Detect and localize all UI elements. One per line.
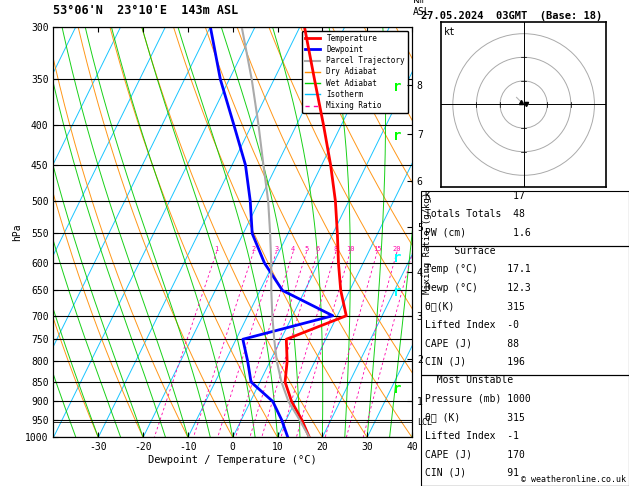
Text: CIN (J)       196: CIN (J) 196: [425, 357, 525, 367]
Text: r: r: [393, 285, 401, 298]
Text: kt: kt: [444, 27, 456, 37]
Text: 20: 20: [392, 245, 401, 252]
Text: Totals Totals  48: Totals Totals 48: [425, 209, 525, 219]
Text: r: r: [393, 251, 401, 264]
Text: 15: 15: [373, 245, 382, 252]
Text: 10: 10: [346, 245, 355, 252]
Text: r: r: [393, 129, 401, 143]
Text: 8: 8: [334, 245, 338, 252]
Text: 3: 3: [274, 245, 279, 252]
Text: CAPE (J)      170: CAPE (J) 170: [425, 449, 525, 459]
X-axis label: Dewpoint / Temperature (°C): Dewpoint / Temperature (°C): [148, 455, 317, 465]
Text: 6: 6: [316, 245, 320, 252]
Text: Mixing Ratio (g/kg): Mixing Ratio (g/kg): [423, 192, 432, 294]
Text: CIN (J)       91: CIN (J) 91: [425, 468, 518, 478]
Text: PW (cm)        1.6: PW (cm) 1.6: [425, 227, 530, 238]
Text: θᴇ(K)         315: θᴇ(K) 315: [425, 301, 525, 312]
Text: 53°06'N  23°10'E  143m ASL: 53°06'N 23°10'E 143m ASL: [53, 4, 239, 17]
Text: r: r: [393, 81, 401, 94]
Text: Lifted Index  -0: Lifted Index -0: [425, 320, 518, 330]
Text: LCL: LCL: [418, 418, 432, 427]
Text: km
ASL: km ASL: [413, 0, 431, 17]
Text: CAPE (J)      88: CAPE (J) 88: [425, 338, 518, 348]
Text: r: r: [393, 382, 401, 396]
Text: Lifted Index  -1: Lifted Index -1: [425, 431, 518, 441]
Legend: Temperature, Dewpoint, Parcel Trajectory, Dry Adiabat, Wet Adiabat, Isotherm, Mi: Temperature, Dewpoint, Parcel Trajectory…: [302, 31, 408, 113]
Text: K              17: K 17: [425, 191, 525, 201]
Text: 4: 4: [291, 245, 296, 252]
Text: Surface: Surface: [425, 246, 495, 256]
Text: 5: 5: [304, 245, 309, 252]
Text: θᴇ (K)        315: θᴇ (K) 315: [425, 412, 525, 422]
Text: Dewp (°C)     12.3: Dewp (°C) 12.3: [425, 283, 530, 293]
Text: © weatheronline.co.uk: © weatheronline.co.uk: [521, 474, 626, 484]
Text: Most Unstable: Most Unstable: [425, 375, 513, 385]
Text: 27.05.2024  03GMT  (Base: 18): 27.05.2024 03GMT (Base: 18): [421, 11, 603, 21]
Text: Temp (°C)     17.1: Temp (°C) 17.1: [425, 264, 530, 275]
Text: Pressure (mb) 1000: Pressure (mb) 1000: [425, 394, 530, 404]
Text: 2: 2: [252, 245, 256, 252]
Text: 1: 1: [214, 245, 219, 252]
Y-axis label: hPa: hPa: [13, 223, 22, 241]
